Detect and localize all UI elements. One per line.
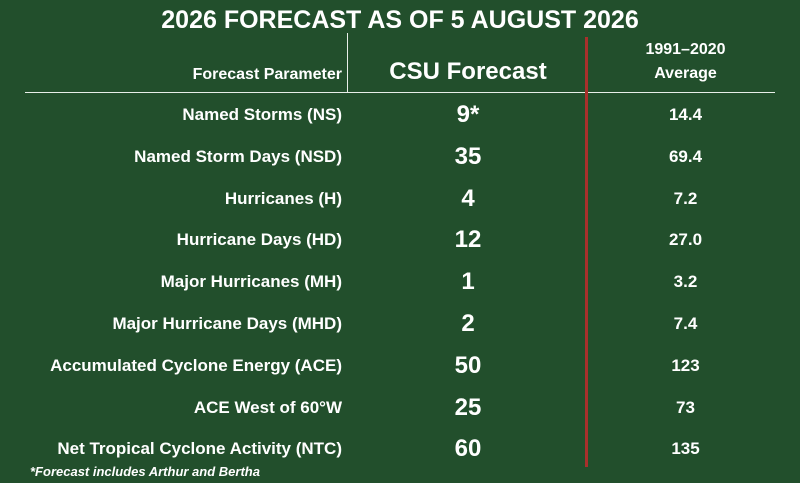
parameter-cell: Major Hurricanes (MH) xyxy=(160,272,342,292)
average-cell: 14.4 xyxy=(668,105,703,124)
forecast-cell: 9* xyxy=(456,101,480,128)
header-csu-forecast: CSU Forecast xyxy=(389,58,547,85)
forecast-cell: 1 xyxy=(461,268,475,296)
average-cell: 7.4 xyxy=(673,313,698,333)
header-column-divider xyxy=(347,33,348,93)
forecast-cell: 25 xyxy=(454,393,482,421)
parameter-cell: Named Storm Days (NSD) xyxy=(134,146,342,166)
average-column-divider xyxy=(585,37,588,467)
parameter-cell: ACE West of 60°W xyxy=(193,397,342,417)
parameter-cell: Hurricanes (H) xyxy=(224,188,342,208)
average-cell: 27.0 xyxy=(668,230,703,250)
table-row: Major Hurricanes (MH) 1 3.2 xyxy=(0,261,800,303)
table-row: Hurricanes (H) 4 7.2 xyxy=(0,178,800,220)
table-row: Hurricane Days (HD) 12 27.0 xyxy=(0,219,800,261)
table-row: Accumulated Cyclone Energy (ACE) 50 123 xyxy=(0,345,800,387)
average-cell: 123 xyxy=(671,355,700,375)
forecast-cell: 50 xyxy=(454,351,482,379)
table-row: Named Storms (NS) 9* 14.4 xyxy=(0,94,800,136)
parameter-cell: Net Tropical Cyclone Activity (NTC) xyxy=(57,439,342,459)
footnote: *Forecast includes Arthur and Bertha xyxy=(30,464,260,479)
header-average-line2: Average xyxy=(654,65,717,82)
table-row: Named Storm Days (NSD) 35 69.4 xyxy=(0,136,800,178)
forecast-cell: 12 xyxy=(454,226,482,254)
header-divider xyxy=(25,92,775,93)
parameter-cell: Named Storms (NS) xyxy=(182,105,342,124)
table-row: Major Hurricane Days (MHD) 2 7.4 xyxy=(0,303,800,345)
forecast-cell: 4 xyxy=(461,184,475,212)
forecast-cell: 2 xyxy=(461,309,475,337)
parameter-cell: Major Hurricane Days (MHD) xyxy=(112,313,342,333)
average-cell: 135 xyxy=(671,439,700,459)
table-row: ACE West of 60°W 25 73 xyxy=(0,387,800,429)
page-title: 2026 FORECAST AS OF 5 AUGUST 2026 xyxy=(161,6,639,34)
average-cell: 69.4 xyxy=(668,146,703,166)
table-row: Net Tropical Cyclone Activity (NTC) 60 1… xyxy=(0,428,800,470)
average-cell: 7.2 xyxy=(673,188,698,208)
forecast-cell: 60 xyxy=(454,435,482,463)
parameter-cell: Accumulated Cyclone Energy (ACE) xyxy=(50,355,342,375)
forecast-table: Named Storms (NS) 9* 14.4 Named Storm Da… xyxy=(0,94,800,470)
average-cell: 73 xyxy=(676,397,695,417)
parameter-cell: Hurricane Days (HD) xyxy=(176,230,342,250)
forecast-cell: 35 xyxy=(454,142,482,170)
header-forecast-parameter: Forecast Parameter xyxy=(192,66,342,83)
header-average-line1: 1991–2020 xyxy=(645,41,726,58)
header-average: 1991–2020 Average xyxy=(598,38,773,86)
average-cell: 3.2 xyxy=(673,272,698,292)
